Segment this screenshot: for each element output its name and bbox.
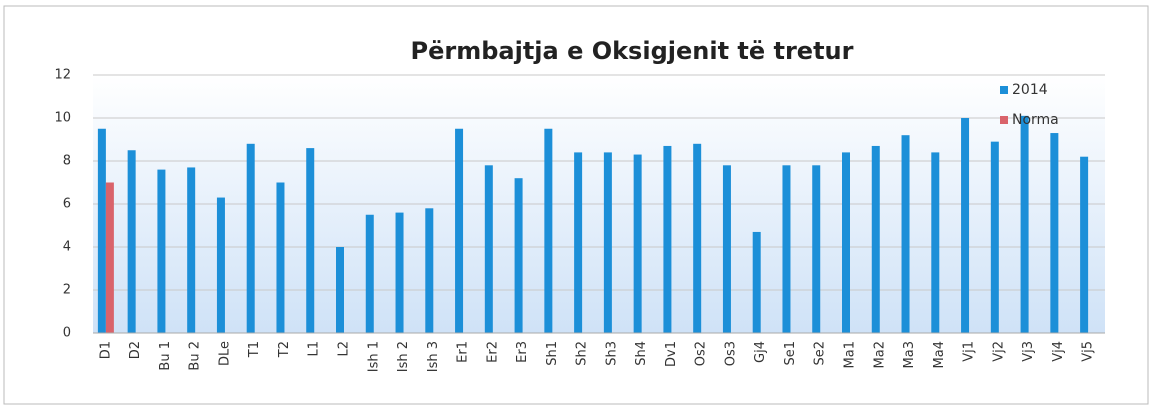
x-tick-label: Vj4	[1051, 341, 1066, 362]
bar	[97, 128, 106, 333]
legend-swatch	[1000, 116, 1008, 124]
bar	[574, 152, 583, 333]
bar	[127, 150, 136, 333]
bar	[693, 143, 702, 333]
legend-label: Norma	[1012, 112, 1059, 128]
x-tick-label: Ish 1	[366, 341, 381, 372]
bar	[603, 152, 612, 333]
x-tick-label: Se2	[813, 341, 828, 366]
x-tick-label: Sh1	[545, 341, 560, 366]
bar	[484, 165, 493, 333]
x-tick-label: Sh3	[604, 341, 619, 366]
bar	[961, 118, 970, 333]
bar	[306, 148, 315, 333]
bar	[1020, 115, 1029, 333]
bar	[812, 165, 821, 333]
x-tick-label: Dv1	[664, 341, 679, 367]
bar	[455, 128, 464, 333]
y-tick-label: 4	[63, 240, 71, 255]
bar	[157, 169, 166, 333]
x-tick-label: Bu 1	[158, 341, 173, 371]
bar	[931, 152, 940, 333]
x-tick-label: DLe	[217, 341, 232, 366]
x-tick-label: D1	[98, 341, 113, 359]
bar	[425, 208, 434, 333]
x-tick-label: Se1	[783, 341, 798, 366]
x-tick-label: L1	[307, 341, 322, 357]
x-tick-label: Ish 3	[426, 341, 441, 372]
bar	[633, 154, 642, 333]
bar	[544, 128, 553, 333]
x-tick-label: Vj3	[1021, 341, 1036, 362]
x-tick-label: Er2	[485, 341, 500, 363]
x-tick-label: Er3	[515, 341, 530, 363]
bar	[663, 145, 672, 333]
x-tick-label: D2	[128, 341, 143, 359]
x-tick-label: Ish 2	[396, 341, 411, 372]
x-tick-label: Vj1	[962, 341, 977, 362]
y-tick-label: 2	[63, 283, 71, 298]
x-tick-label: Sh2	[575, 341, 590, 366]
bar	[722, 165, 731, 333]
chart-title: Përmbajtja e Oksigjenit të tretur	[411, 37, 854, 65]
y-tick-label: 6	[63, 197, 71, 212]
bar	[901, 135, 910, 333]
x-tick-label: Sh4	[634, 341, 649, 366]
bar	[1050, 133, 1059, 333]
x-tick-label: Bu 2	[188, 341, 203, 371]
x-tick-label: Vj2	[991, 341, 1006, 362]
bar	[187, 167, 196, 333]
bar	[336, 247, 344, 333]
x-tick-label: Er1	[456, 341, 471, 363]
y-tick-label: 0	[63, 326, 71, 341]
bar	[105, 182, 114, 333]
bar	[514, 178, 523, 333]
x-tick-label: Ma4	[932, 341, 947, 368]
x-tick-label: Vj5	[1081, 341, 1096, 362]
bar	[395, 212, 404, 333]
bar	[1080, 156, 1089, 333]
legend-swatch	[1000, 86, 1008, 94]
bar	[990, 141, 999, 333]
x-tick-label: Os3	[723, 341, 738, 366]
bar	[871, 145, 880, 333]
x-tick-label: Ma1	[843, 341, 858, 368]
x-tick-label: L2	[337, 341, 352, 357]
legend-label: 2014	[1012, 82, 1048, 98]
bar	[216, 197, 225, 333]
x-tick-label: Os2	[694, 341, 709, 366]
x-tick-label: T2	[277, 341, 292, 358]
bar	[246, 143, 255, 333]
x-tick-label: Ma3	[902, 341, 917, 368]
bar	[782, 165, 791, 333]
bar	[365, 214, 374, 333]
y-tick-label: 8	[63, 154, 71, 169]
x-tick-label: T1	[247, 341, 262, 358]
x-tick-label: Gj4	[753, 341, 768, 363]
bar	[842, 152, 850, 333]
bar	[752, 231, 761, 333]
y-tick-label: 12	[54, 68, 71, 83]
x-tick-label: Ma2	[872, 341, 887, 368]
bar	[276, 182, 285, 333]
y-tick-label: 10	[54, 111, 71, 126]
